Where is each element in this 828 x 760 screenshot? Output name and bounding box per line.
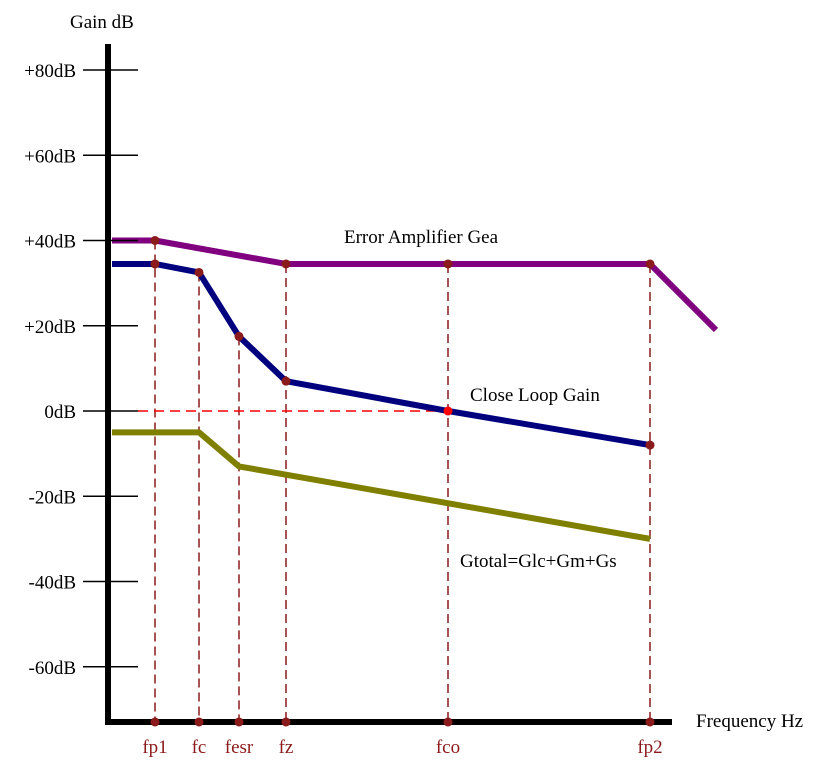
x-marker-dot <box>234 717 244 727</box>
x-marker-label: fp2 <box>637 737 662 758</box>
x-marker-label: fp1 <box>142 737 167 758</box>
data-point <box>645 440 655 450</box>
series-label-error-amplifier: Error Amplifier Gea <box>344 227 499 248</box>
y-tick-label: 0dB <box>44 402 76 423</box>
series-group <box>112 237 719 542</box>
y-tick-label: -20dB <box>29 487 77 508</box>
x-marker-label: fesr <box>225 737 254 758</box>
x-marker-label: fz <box>279 737 294 758</box>
data-point <box>150 259 160 269</box>
data-point <box>194 267 204 277</box>
marker-dropline-group <box>154 240 651 722</box>
x-marker-dot <box>645 717 655 727</box>
data-point <box>281 376 291 386</box>
x-marker-label: fc <box>192 737 207 758</box>
y-tick-label: +80dB <box>24 61 76 82</box>
y-tick-label: -40dB <box>29 573 77 594</box>
marker-dot-group <box>150 236 655 450</box>
series-label-close-loop: Close Loop Gain <box>470 385 600 406</box>
series-label-gtotal: Gtotal=Glc+Gm+Gs <box>460 551 617 572</box>
y-tick-label: +20dB <box>24 317 76 338</box>
x-marker-dot <box>281 717 291 727</box>
series-line-1 <box>112 260 651 449</box>
x-marker-dot <box>194 717 204 727</box>
y-tick-label: +40dB <box>24 232 76 253</box>
y-tick-label: -60dB <box>29 658 77 679</box>
data-point <box>443 406 453 416</box>
x-marker-dot <box>150 717 160 727</box>
x-marker-dot <box>443 717 453 727</box>
x-marker-label-group: fp1 fc fesr fz fco fp2 <box>142 717 663 758</box>
x-axis-title: Frequency Hz <box>696 711 803 732</box>
y-tick-label: +60dB <box>24 146 76 167</box>
series-line-0 <box>112 237 719 333</box>
data-point <box>150 236 160 245</box>
x-marker-label: fco <box>436 737 460 758</box>
y-axis-title: Gain dB <box>70 12 134 33</box>
y-tick-group: +80dB +60dB +40dB +20dB 0dB -20dB -40dB -60dB <box>24 61 138 679</box>
data-point <box>234 331 244 341</box>
data-point <box>281 259 291 269</box>
data-point <box>645 259 655 269</box>
data-point <box>443 259 453 269</box>
series-line-2 <box>112 429 651 542</box>
